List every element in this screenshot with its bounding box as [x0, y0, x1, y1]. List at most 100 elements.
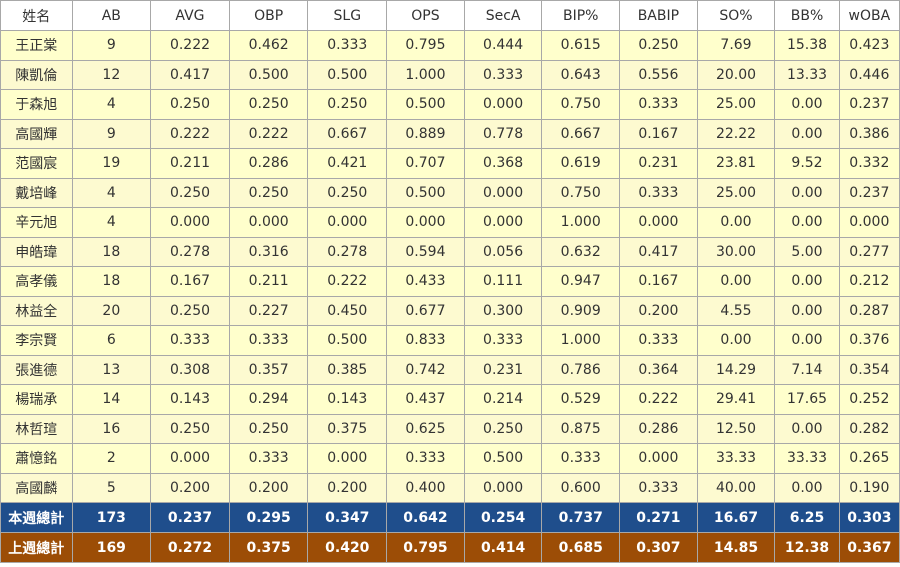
- stat-cell: 13: [71, 354, 152, 385]
- stat-cell: 18: [71, 236, 152, 267]
- stat-cell: 0.000: [619, 443, 698, 474]
- stat-cell: 0.222: [150, 118, 230, 149]
- stat-cell: 0.00: [774, 266, 840, 297]
- total-stat-cell: 0.254: [463, 502, 543, 533]
- column-header: BIP%: [541, 0, 621, 31]
- stat-cell: 1.000: [541, 325, 621, 356]
- stat-cell: 0.332: [838, 148, 900, 179]
- stat-cell: 0.237: [838, 177, 900, 208]
- stat-cell: 0.143: [150, 384, 230, 415]
- stat-cell: 0.333: [619, 325, 698, 356]
- stat-cell: 9: [71, 30, 152, 61]
- stat-cell: 33.33: [774, 443, 840, 474]
- stat-cell: 0.677: [386, 295, 465, 326]
- stat-cell: 0.222: [228, 118, 309, 149]
- total-stat-cell: 12.38: [774, 532, 840, 563]
- stat-cell: 30.00: [696, 236, 776, 267]
- stat-cell: 0.000: [307, 443, 388, 474]
- stat-cell: 0.889: [386, 118, 465, 149]
- player-name-cell: 楊瑞承: [0, 384, 73, 415]
- table-row: 于森旭 4 0.250 0.250 0.250 0.500 0.000 0.750 0.333 2…: [0, 89, 900, 120]
- total-stat-cell: 0.375: [228, 532, 309, 563]
- total-stat-cell: 16.67: [696, 502, 776, 533]
- player-name-cell: 張進德: [0, 354, 73, 385]
- stat-cell: 0.625: [386, 413, 465, 444]
- total-stat-cell: 0.420: [307, 532, 388, 563]
- table-row: 范國宸 19 0.211 0.286 0.421 0.707 0.368 0.619 0.231…: [0, 148, 900, 179]
- stat-cell: 0.277: [838, 236, 900, 267]
- stat-cell: 0.750: [541, 177, 621, 208]
- total-label-cell: 上週總計: [0, 532, 73, 563]
- stat-cell: 0.433: [386, 266, 465, 297]
- stat-cell: 0.231: [463, 354, 543, 385]
- stat-cell: 0.556: [619, 59, 698, 90]
- stat-cell: 0.286: [619, 413, 698, 444]
- stat-cell: 4.55: [696, 295, 776, 326]
- stat-cell: 0.000: [619, 207, 698, 238]
- player-name-cell: 王正棠: [0, 30, 73, 61]
- last-week-total-row: 上週總計 169 0.272 0.375 0.420 0.795 0.414 0.685 0.3…: [0, 532, 900, 563]
- player-name-cell: 林益全: [0, 295, 73, 326]
- stat-cell: 0.357: [228, 354, 309, 385]
- table-row: 林哲瑄 16 0.250 0.250 0.375 0.625 0.250 0.875 0.286…: [0, 413, 900, 444]
- stat-cell: 4: [71, 89, 152, 120]
- player-name-cell: 于森旭: [0, 89, 73, 120]
- column-header: wOBA: [838, 0, 900, 31]
- header-row: 姓名 AB AVG OBP SLG OPS SecA BIP% BABIP SO% BB% wOBA: [0, 0, 900, 31]
- stat-cell: 18: [71, 266, 152, 297]
- player-name-cell: 高國輝: [0, 118, 73, 149]
- stat-cell: 0.231: [619, 148, 698, 179]
- stat-cell: 0.667: [307, 118, 388, 149]
- stat-cell: 0.167: [150, 266, 230, 297]
- stat-cell: 0.250: [619, 30, 698, 61]
- stat-cell: 0.795: [386, 30, 465, 61]
- stat-cell: 0.333: [150, 325, 230, 356]
- stat-cell: 0.500: [307, 59, 388, 90]
- stat-cell: 0.333: [386, 443, 465, 474]
- stat-cell: 0.00: [696, 207, 776, 238]
- stat-cell: 0.462: [228, 30, 309, 61]
- column-header: 姓名: [0, 0, 73, 31]
- player-name-cell: 林哲瑄: [0, 413, 73, 444]
- total-stat-cell: 0.303: [838, 502, 900, 533]
- stat-cell: 14: [71, 384, 152, 415]
- stat-cell: 0.417: [150, 59, 230, 90]
- stat-cell: 0.000: [307, 207, 388, 238]
- table-row: 張進德 13 0.308 0.357 0.385 0.742 0.231 0.786 0.364…: [0, 354, 900, 385]
- stat-cell: 0.282: [838, 413, 900, 444]
- stat-cell: 0.250: [228, 177, 309, 208]
- stat-cell: 9: [71, 118, 152, 149]
- stat-cell: 0.000: [463, 207, 543, 238]
- total-stat-cell: 0.737: [541, 502, 621, 533]
- stat-cell: 0.286: [228, 148, 309, 179]
- stat-cell: 0.00: [774, 207, 840, 238]
- stat-cell: 6: [71, 325, 152, 356]
- stat-cell: 0.294: [228, 384, 309, 415]
- stat-cell: 0.786: [541, 354, 621, 385]
- stat-cell: 0.333: [228, 325, 309, 356]
- stat-cell: 0.250: [150, 89, 230, 120]
- stat-cell: 0.222: [150, 30, 230, 61]
- table-row: 辛元旭 4 0.000 0.000 0.000 0.000 0.000 1.000 0.000 0…: [0, 207, 900, 238]
- stat-cell: 12: [71, 59, 152, 90]
- stat-cell: 0.200: [619, 295, 698, 326]
- stat-cell: 0.167: [619, 118, 698, 149]
- stat-cell: 0.287: [838, 295, 900, 326]
- player-name-cell: 辛元旭: [0, 207, 73, 238]
- stat-cell: 22.22: [696, 118, 776, 149]
- total-stat-cell: 0.237: [150, 502, 230, 533]
- stat-cell: 0.265: [838, 443, 900, 474]
- stat-cell: 5.00: [774, 236, 840, 267]
- stat-cell: 7.69: [696, 30, 776, 61]
- table-row: 楊瑞承 14 0.143 0.294 0.143 0.437 0.214 0.529 0.222…: [0, 384, 900, 415]
- stat-cell: 0.143: [307, 384, 388, 415]
- stat-cell: 0.421: [307, 148, 388, 179]
- table-row: 王正棠 9 0.222 0.462 0.333 0.795 0.444 0.615 0.250 7…: [0, 30, 900, 61]
- stat-cell: 1.000: [386, 59, 465, 90]
- stat-cell: 0.00: [774, 177, 840, 208]
- stat-cell: 0.500: [386, 177, 465, 208]
- stat-cell: 20.00: [696, 59, 776, 90]
- stat-cell: 0.250: [150, 413, 230, 444]
- stat-cell: 0.190: [838, 472, 900, 503]
